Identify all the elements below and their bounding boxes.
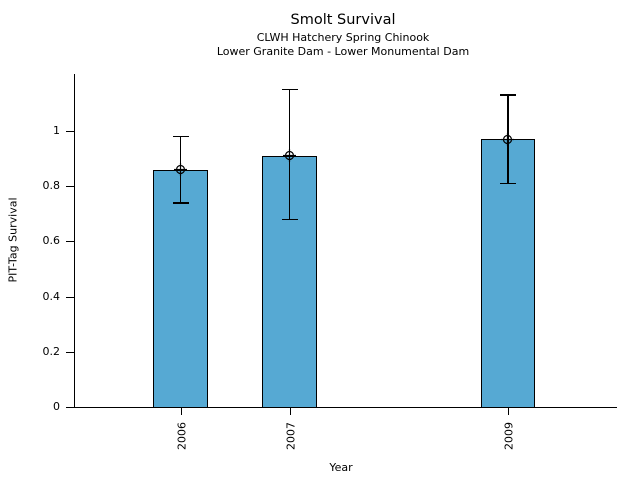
y-tick-mark (66, 407, 74, 408)
error-bar-cap-bottom (281, 218, 298, 221)
y-tick-mark (66, 131, 74, 133)
x-tick-mark (507, 408, 509, 415)
error-bar-cap-bottom (499, 182, 516, 185)
y-tick-label: 0.6 (42, 234, 61, 248)
bar (153, 169, 208, 408)
x-tick-label: 2009 (502, 422, 516, 450)
y-tick-label: 0.2 (42, 344, 61, 358)
y-tick-mark (66, 351, 74, 353)
error-bar-cap-top (172, 135, 189, 138)
y-axis-label: PIT-Tag Survival (6, 197, 20, 283)
x-axis-label: Year (329, 461, 353, 474)
y-tick-mark (66, 296, 74, 298)
x-tick-mark (289, 408, 291, 415)
mean-marker-circle-plus-icon (283, 149, 297, 163)
error-bar-cap-top (281, 88, 298, 91)
y-tick-mark (66, 241, 74, 243)
y-tick-label: 0 (53, 400, 60, 413)
y-tick-label: 0.4 (42, 289, 61, 303)
y-tick-label: 0.8 (42, 179, 61, 193)
chart-subtitle-line2: Lower Granite Dam - Lower Monumental Dam (216, 45, 470, 58)
mean-marker-circle-plus-icon (174, 163, 188, 177)
y-axis-line (74, 74, 75, 408)
chart-subtitle-line1: CLWH Hatchery Spring Chinook (256, 31, 430, 44)
mean-marker-circle-plus-icon (501, 132, 515, 146)
chart-title: Smolt Survival (290, 12, 396, 28)
y-tick-mark (66, 186, 74, 188)
error-bar-cap-top (499, 94, 516, 96)
x-tick-label: 2006 (175, 422, 189, 450)
x-tick-mark (180, 408, 182, 415)
x-tick-label: 2007 (284, 422, 298, 450)
y-tick-label: 1 (53, 124, 60, 138)
x-axis-line (66, 407, 617, 408)
error-bar-cap-bottom (172, 202, 189, 204)
